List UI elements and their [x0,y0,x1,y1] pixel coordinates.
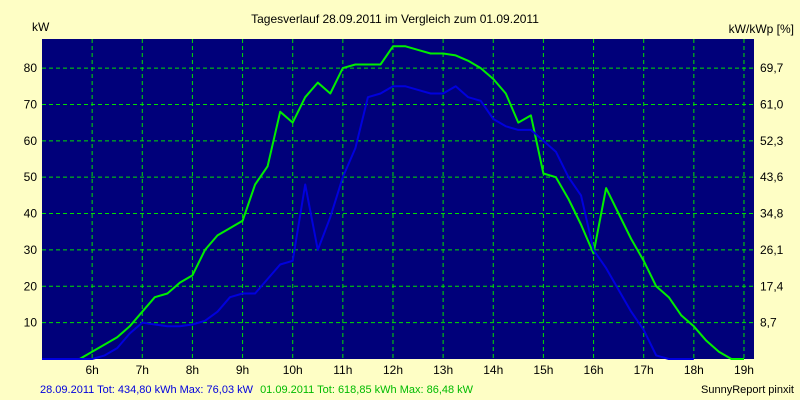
y-tick-label-left: 70 [24,97,38,111]
y-tick-label-right: 26,1 [760,243,784,257]
y-tick-label-left: 60 [24,134,38,148]
y-tick-label-right: 61,0 [760,97,784,111]
footer-credit: SunnyReport pinxit [701,384,794,396]
x-tick-label: 18h [684,363,704,377]
tick-labels: 6h 7h 8h 9h 10h 11h 12h 13h 14h 15h 16h 17h 18h 19h 10… [24,61,784,377]
x-tick-label: 11h [333,363,352,377]
x-tick-label: 8h [186,363,199,377]
x-tick-label: 19h [734,363,754,377]
x-tick-label: 10h [283,363,303,377]
y-tick-label-left: 20 [24,279,38,293]
x-tick-label: 7h [136,363,149,377]
x-tick-label: 14h [483,363,503,377]
x-tick-label: 12h [383,363,403,377]
series-group [42,45,744,360]
y-tick-label-left: 40 [24,207,38,221]
grid [42,39,754,359]
y-tick-label-right: 69,7 [760,61,784,75]
y-tick-label-left: 80 [24,61,38,75]
x-tick-label: 13h [433,363,453,377]
y-axis-label-left: kW [32,20,50,34]
y-tick-label-right: 34,8 [760,207,784,221]
chart-title: Tagesverlauf 28.09.2011 im Vergleich zum… [251,12,539,26]
footer-green-summary: 01.09.2011 Tot: 618,85 kWh Max: 86,48 kW [260,384,474,396]
y-tick-label-right: 8,7 [760,316,777,330]
footer-blue-summary: 28.09.2011 Tot: 434,80 kWh Max: 76,03 kW [40,384,254,396]
plot-area [42,39,754,359]
y-axis-label-right: kW/kWp [%] [729,22,794,36]
footer-text: 28.09.2011 Tot: 434,80 kWh Max: 76,03 kW… [40,384,474,396]
x-tick-label: 9h [236,363,249,377]
y-tick-label-right: 17,4 [760,279,784,293]
x-tick-label: 16h [584,363,604,377]
y-tick-label-left: 50 [24,170,38,184]
series-line-01.09.2011 [42,45,744,360]
y-tick-label-right: 52,3 [760,134,784,148]
y-tick-label-left: 10 [24,316,38,330]
series-line-28.09.2011 [42,85,694,360]
x-tick-label: 15h [533,363,553,377]
y-tick-label-left: 30 [24,243,38,257]
y-tick-label-right: 43,6 [760,170,784,184]
x-tick-label: 17h [634,363,654,377]
x-tick-label: 6h [85,363,98,377]
